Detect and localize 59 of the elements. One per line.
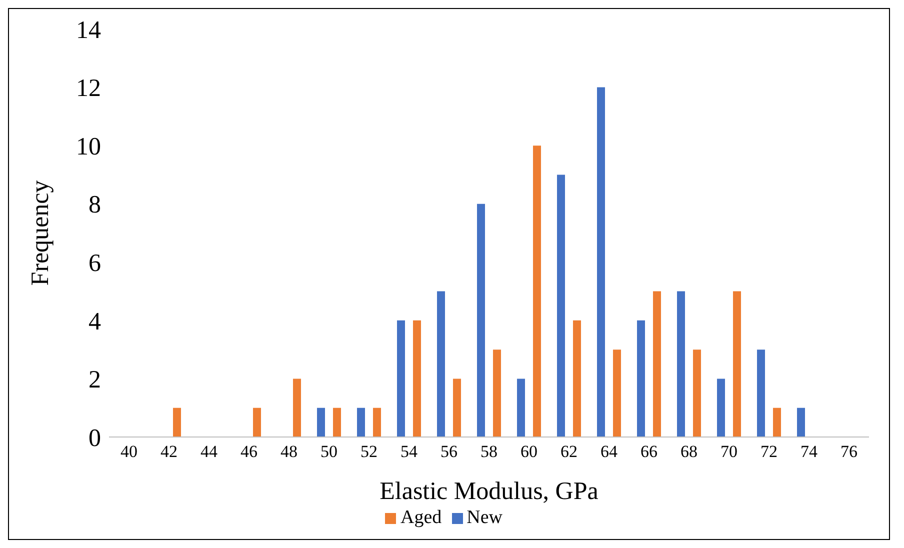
y-tick-label: 6 — [88, 250, 101, 278]
bar — [253, 408, 261, 437]
x-tick-label: 60 — [520, 442, 538, 462]
bar — [413, 320, 421, 437]
legend-label: New — [466, 507, 503, 528]
bar — [493, 350, 501, 437]
x-tick-label: 76 — [840, 442, 858, 462]
bar — [597, 87, 605, 437]
bar — [773, 408, 781, 437]
bar — [557, 174, 565, 437]
x-tick-label: 54 — [400, 442, 418, 462]
bar — [733, 291, 741, 437]
x-tick-label: 58 — [480, 442, 498, 462]
bar — [293, 378, 301, 437]
y-tick-label: 4 — [88, 308, 102, 336]
bar — [373, 408, 381, 437]
bar — [317, 408, 325, 437]
bar — [693, 350, 701, 437]
x-tick-label: 62 — [560, 442, 578, 462]
y-tick-label: 8 — [88, 192, 101, 219]
bar — [517, 378, 525, 437]
x-axis-title: Elastic Modulus, GPa — [380, 478, 598, 505]
bar — [397, 320, 405, 437]
y-tick-label: 14 — [76, 16, 102, 44]
bar — [437, 291, 445, 437]
bar — [573, 320, 581, 437]
x-tick-label: 70 — [720, 442, 738, 462]
x-tick-label: 66 — [640, 442, 658, 462]
bar — [653, 291, 661, 437]
x-tick-label: 50 — [320, 442, 338, 462]
x-tick-label: 46 — [240, 442, 258, 462]
bar — [477, 204, 485, 437]
x-tick-label: 44 — [200, 442, 218, 462]
x-tick-label: 56 — [440, 442, 458, 462]
bar — [797, 408, 805, 437]
y-tick-label: 10 — [76, 133, 101, 160]
x-tick-label: 72 — [760, 442, 778, 462]
y-tick-label: 0 — [88, 424, 101, 452]
bar — [173, 408, 181, 437]
bar — [357, 408, 365, 437]
x-tick-label: 64 — [600, 442, 618, 462]
y-tick-label: 2 — [88, 366, 101, 394]
bar — [533, 146, 541, 437]
y-tick-label: 12 — [76, 75, 101, 102]
bar — [677, 291, 685, 437]
x-tick-label: 42 — [160, 442, 178, 462]
bar — [453, 378, 461, 437]
bar — [637, 320, 645, 437]
bar — [613, 350, 621, 437]
bar — [333, 408, 341, 437]
x-tick-label: 68 — [680, 442, 698, 462]
legend-label: Aged — [400, 507, 442, 528]
bar — [717, 378, 725, 437]
x-tick-label: 48 — [280, 442, 298, 462]
bar — [757, 350, 765, 437]
x-tick-label: 52 — [360, 442, 378, 462]
x-tick-label: 40 — [120, 442, 138, 462]
y-axis-title: Frequency — [26, 180, 54, 286]
x-tick-label: 74 — [800, 442, 818, 462]
